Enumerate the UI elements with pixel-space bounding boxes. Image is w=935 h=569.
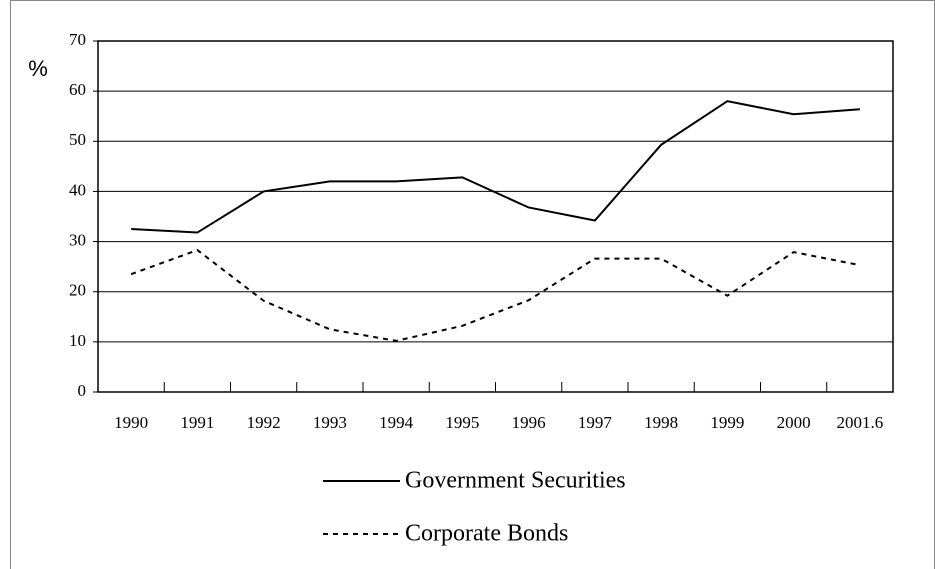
x-tick-label: 1997 — [578, 413, 613, 432]
series-line — [131, 100, 860, 234]
y-tick-label: 60 — [69, 80, 86, 99]
x-tick-label: 1993 — [313, 413, 347, 432]
x-tick-label: 1995 — [445, 413, 479, 432]
x-tick-label: 1999 — [710, 413, 744, 432]
y-tick-label: 70 — [69, 30, 86, 49]
x-tick-label: 2000 — [777, 413, 811, 432]
y-tick-label: 20 — [69, 281, 86, 300]
y-tick-label: 30 — [69, 230, 86, 249]
legend-label: Government Securities — [405, 468, 626, 494]
x-tick-label: 1991 — [180, 413, 214, 432]
x-tick-label: 1994 — [379, 413, 414, 432]
y-tick-label: 0 — [78, 381, 87, 400]
series-line — [130, 248, 861, 342]
x-tick-label: 1998 — [644, 413, 678, 432]
plot-border — [97, 40, 894, 393]
legend-label: Corporate Bonds — [405, 521, 568, 547]
y-tick-label: 10 — [69, 331, 86, 350]
y-tick-label: 40 — [69, 180, 86, 199]
y-tick-label: 50 — [69, 130, 86, 149]
x-tick-label: 1996 — [512, 413, 546, 432]
x-tick-label: 2001.6 — [837, 413, 884, 432]
y-axis-label: % — [28, 56, 48, 81]
x-tick-label: 1990 — [114, 413, 148, 432]
x-tick-label: 1992 — [247, 413, 281, 432]
